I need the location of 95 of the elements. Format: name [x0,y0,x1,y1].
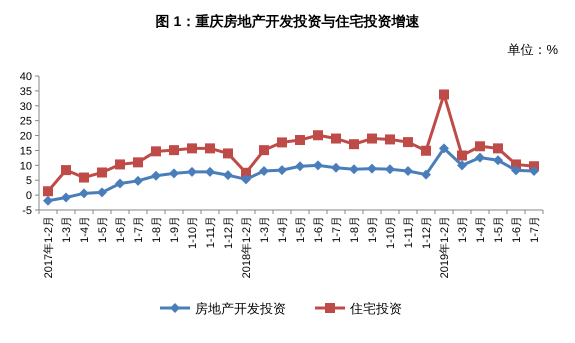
y-tick-label: 0 [26,190,32,202]
point [241,174,251,184]
point [115,178,125,188]
point [61,192,71,202]
point [187,166,197,177]
chart-title: 图 1：重庆房地产开发投资与住宅投资增速 [156,13,420,29]
point [187,143,197,154]
x-tick-label: 2017年1-2月 [43,216,55,278]
x-tick-label: 1-7月 [529,216,541,243]
point [493,155,503,166]
x-tick-label: 1-6月 [313,216,325,243]
point [97,187,107,198]
point [313,130,323,140]
point [403,166,413,176]
y-tick-label: -5 [22,205,32,217]
legend-label: 房地产开发投资 [195,301,286,316]
x-tick-label: 1-3月 [457,216,469,243]
point [43,196,53,206]
y-tick-label: 15 [20,145,32,158]
text: 单位：% [507,42,558,57]
x-tick-label: 1-5月 [295,216,307,243]
y-tick-label: 30 [20,100,32,113]
x-tick-label: 1-5月 [493,216,505,243]
point [349,139,359,150]
x-tick-label: 1-10月 [187,216,199,250]
point [349,164,359,174]
point [295,161,305,172]
point [439,89,449,100]
y-tick-label: 25 [20,116,32,128]
point [169,168,179,178]
x-tick-label: 1-10月 [385,216,397,250]
point [259,166,269,176]
x-tick-label: 1-7月 [331,216,343,243]
x-tick-label: 1-8月 [151,216,163,243]
x-tick-label: 1-12月 [421,216,433,250]
point [205,143,215,154]
x-tick-label: 1-3月 [259,216,271,243]
point [493,143,503,154]
point [133,157,143,168]
point [61,165,71,176]
point [277,137,287,148]
point [97,167,107,178]
point [421,170,431,180]
x-tick-label: 1-8月 [349,216,361,243]
y-tick-label: 40 [20,71,32,83]
point [367,134,377,144]
x-tick-label: 1-4月 [277,216,289,243]
point [475,141,485,152]
y-tick-label: 10 [20,160,32,172]
y-tick-label: 5 [26,175,32,188]
x-tick-label: 2019年1-2月 [439,216,451,278]
point [529,166,539,176]
point [205,166,215,177]
point [259,145,269,156]
point [367,164,377,174]
x-tick-label: 2018年1-2月 [241,216,253,278]
point [439,143,449,154]
x-tick-label: 1-9月 [169,216,181,243]
point [277,165,287,176]
point [475,152,485,163]
x-tick-label: 1-11月 [403,216,415,248]
point [115,159,125,170]
point [457,150,467,161]
point [385,134,395,144]
point [511,165,521,176]
x-tick-label: 1-4月 [475,216,487,243]
point [385,164,395,174]
x-tick-label: 1-6月 [115,216,127,243]
x-tick-label: 1-4月 [79,216,91,243]
point [79,188,89,198]
point [403,137,413,148]
point [151,146,161,156]
point [457,160,467,170]
y-tick-label: 35 [20,86,32,98]
point [169,145,179,156]
x-tick-label: 1-5月 [97,216,109,243]
point [79,172,89,183]
point [421,146,431,156]
x-tick-label: 1-6月 [511,216,523,243]
point [313,160,323,170]
x-tick-label: 1-12月 [223,216,235,250]
x-tick-label: 1-3月 [61,216,73,243]
x-tick-label: 1-11月 [205,216,217,248]
point [151,170,161,181]
x-tick-label: 1-9月 [367,216,379,243]
point [295,135,305,146]
point [43,186,53,196]
legend-label: 住宅投资 [349,301,402,316]
y-tick-label: 20 [20,130,32,143]
point [223,148,233,158]
x-tick-label: 1-7月 [133,216,145,243]
point [133,176,143,186]
point [331,162,341,173]
point [331,134,341,144]
point [223,170,233,180]
